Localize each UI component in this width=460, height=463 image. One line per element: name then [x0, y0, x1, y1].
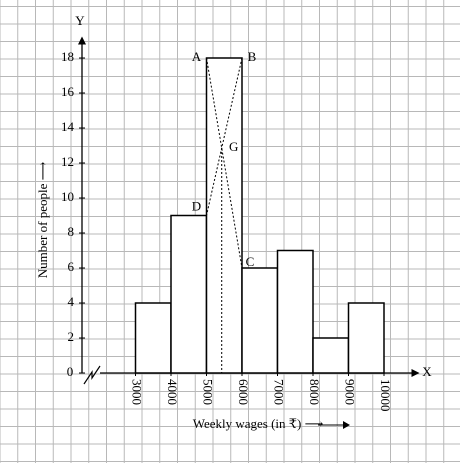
y-tick-label: 6: [68, 259, 75, 274]
x-tick-label: 6000: [236, 379, 251, 405]
y-tick-label: 18: [61, 49, 74, 64]
point-label: C: [246, 254, 255, 269]
y-tick-label: 12: [61, 154, 74, 169]
y-tick-label: 4: [68, 294, 75, 309]
x-tick-label: 8000: [307, 379, 322, 405]
y-axis-arrow: [78, 36, 86, 45]
y-tick-label: 8: [68, 224, 75, 239]
y-tick-label: 2: [68, 329, 75, 344]
y-axis-label: Number of people ⟶: [35, 161, 50, 278]
construction-line: [206, 57, 243, 269]
point-label: B: [248, 49, 257, 64]
construction-line: [206, 57, 243, 216]
x-tick-label: 9000: [343, 379, 358, 405]
point-label: A: [192, 49, 202, 64]
bar: [170, 214, 208, 374]
bar: [134, 302, 172, 374]
x-axis-label: Weekly wages (in ₹) ⟶: [193, 416, 324, 431]
bar: [241, 267, 279, 374]
point-label: D: [192, 198, 201, 213]
axis-break: [83, 365, 101, 385]
bar: [205, 57, 243, 374]
x-tick-label: 4000: [165, 379, 180, 405]
bar: [276, 249, 314, 374]
point-label: G: [229, 139, 238, 154]
origin-label: 0: [67, 364, 74, 379]
x-tick-label: 5000: [201, 379, 216, 405]
y-tick-label: 14: [61, 119, 75, 134]
y-tick-label: 10: [61, 189, 74, 204]
x-axis-name: X: [422, 364, 432, 379]
bar: [312, 337, 350, 374]
x-label-arrowhead: [343, 421, 350, 429]
x-axis-arrow: [411, 369, 420, 377]
x-tick-label: 7000: [272, 379, 287, 405]
x-tick-label: 3000: [130, 379, 145, 405]
y-tick-label: 16: [61, 84, 75, 99]
y-axis-name: Y: [75, 13, 85, 28]
bar: [347, 302, 385, 374]
x-tick-label: 10000: [378, 379, 393, 412]
